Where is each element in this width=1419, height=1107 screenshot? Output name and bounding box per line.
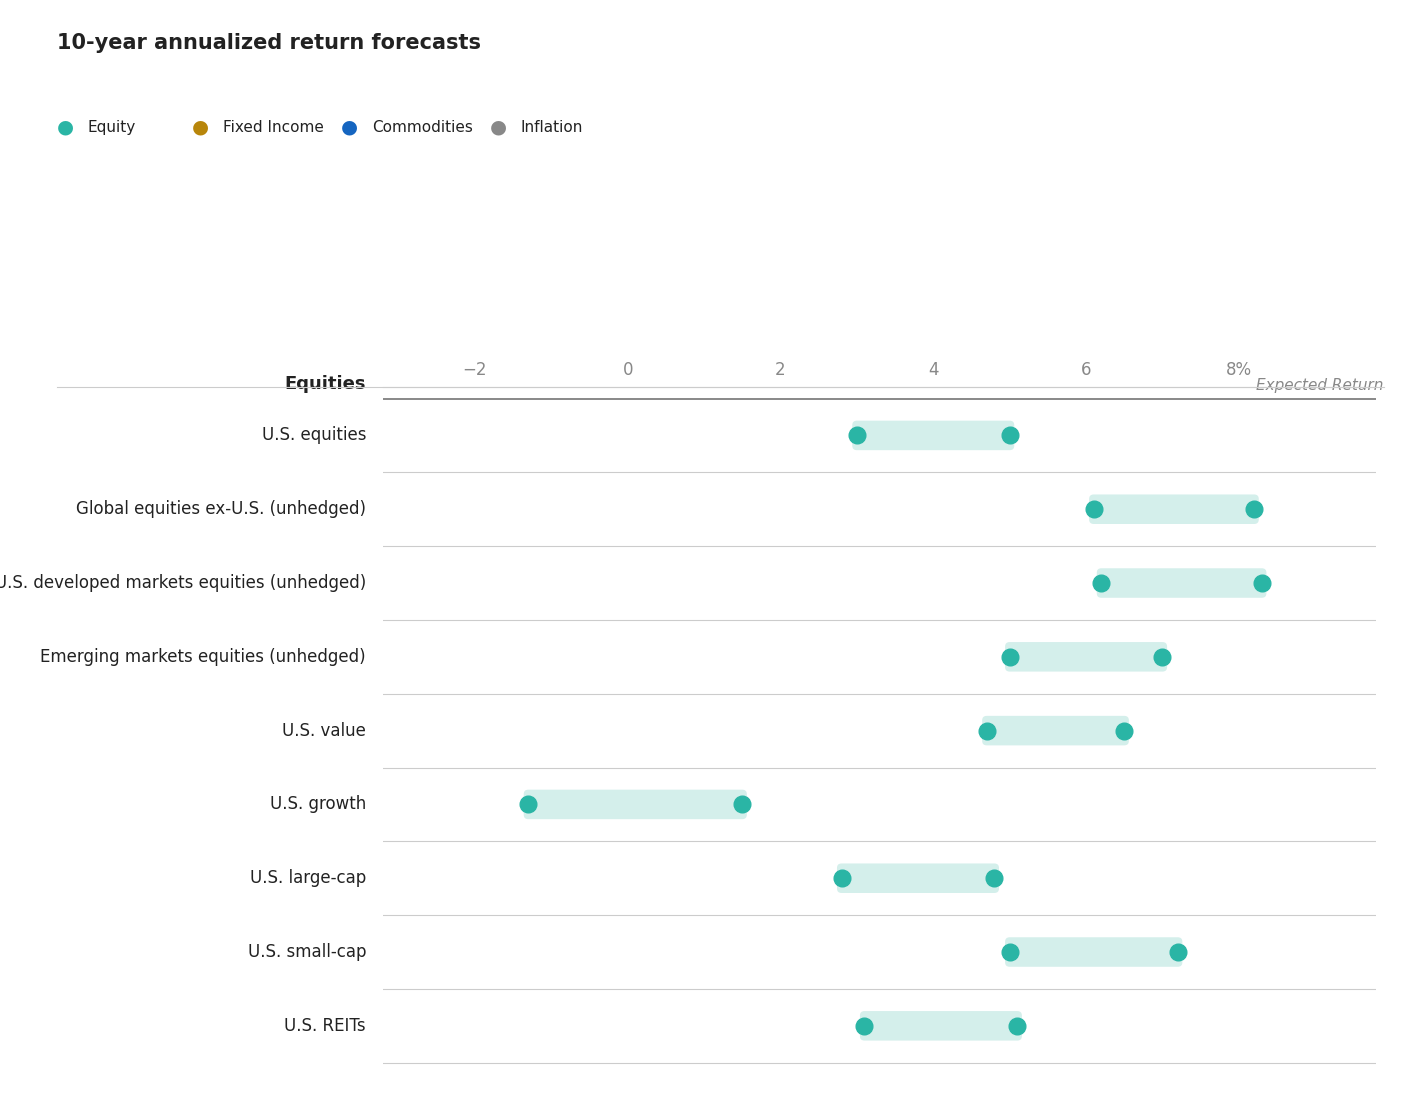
FancyBboxPatch shape	[1090, 495, 1259, 524]
Text: Global ex-U.S. developed markets equities (unhedged): Global ex-U.S. developed markets equitie…	[0, 575, 366, 592]
FancyBboxPatch shape	[860, 1011, 1022, 1041]
FancyBboxPatch shape	[1097, 568, 1266, 598]
Text: U.S. value: U.S. value	[282, 722, 366, 739]
Text: Global equities ex-U.S. (unhedged): Global equities ex-U.S. (unhedged)	[77, 500, 366, 518]
Text: ●: ●	[192, 117, 209, 137]
Text: U.S. large-cap: U.S. large-cap	[250, 869, 366, 887]
Text: Equities: Equities	[285, 375, 366, 393]
Text: U.S. REITs: U.S. REITs	[284, 1017, 366, 1035]
Text: Emerging markets equities (unhedged): Emerging markets equities (unhedged)	[41, 648, 366, 665]
Text: Equity: Equity	[88, 120, 136, 135]
Text: 10-year annualized return forecasts: 10-year annualized return forecasts	[57, 33, 481, 53]
Text: ●: ●	[490, 117, 507, 137]
FancyBboxPatch shape	[837, 863, 999, 893]
Text: Inflation: Inflation	[521, 120, 583, 135]
FancyBboxPatch shape	[524, 789, 746, 819]
Text: Fixed Income: Fixed Income	[223, 120, 324, 135]
Text: ●: ●	[57, 117, 74, 137]
FancyBboxPatch shape	[982, 716, 1130, 745]
Text: U.S. growth: U.S. growth	[270, 796, 366, 814]
Text: ●: ●	[341, 117, 358, 137]
Text: U.S. equities: U.S. equities	[261, 426, 366, 444]
Text: U.S. small-cap: U.S. small-cap	[247, 943, 366, 961]
Text: Expected Return: Expected Return	[1256, 377, 1384, 393]
FancyBboxPatch shape	[1005, 938, 1182, 966]
Text: Commodities: Commodities	[372, 120, 473, 135]
FancyBboxPatch shape	[853, 421, 1015, 451]
FancyBboxPatch shape	[1005, 642, 1166, 672]
